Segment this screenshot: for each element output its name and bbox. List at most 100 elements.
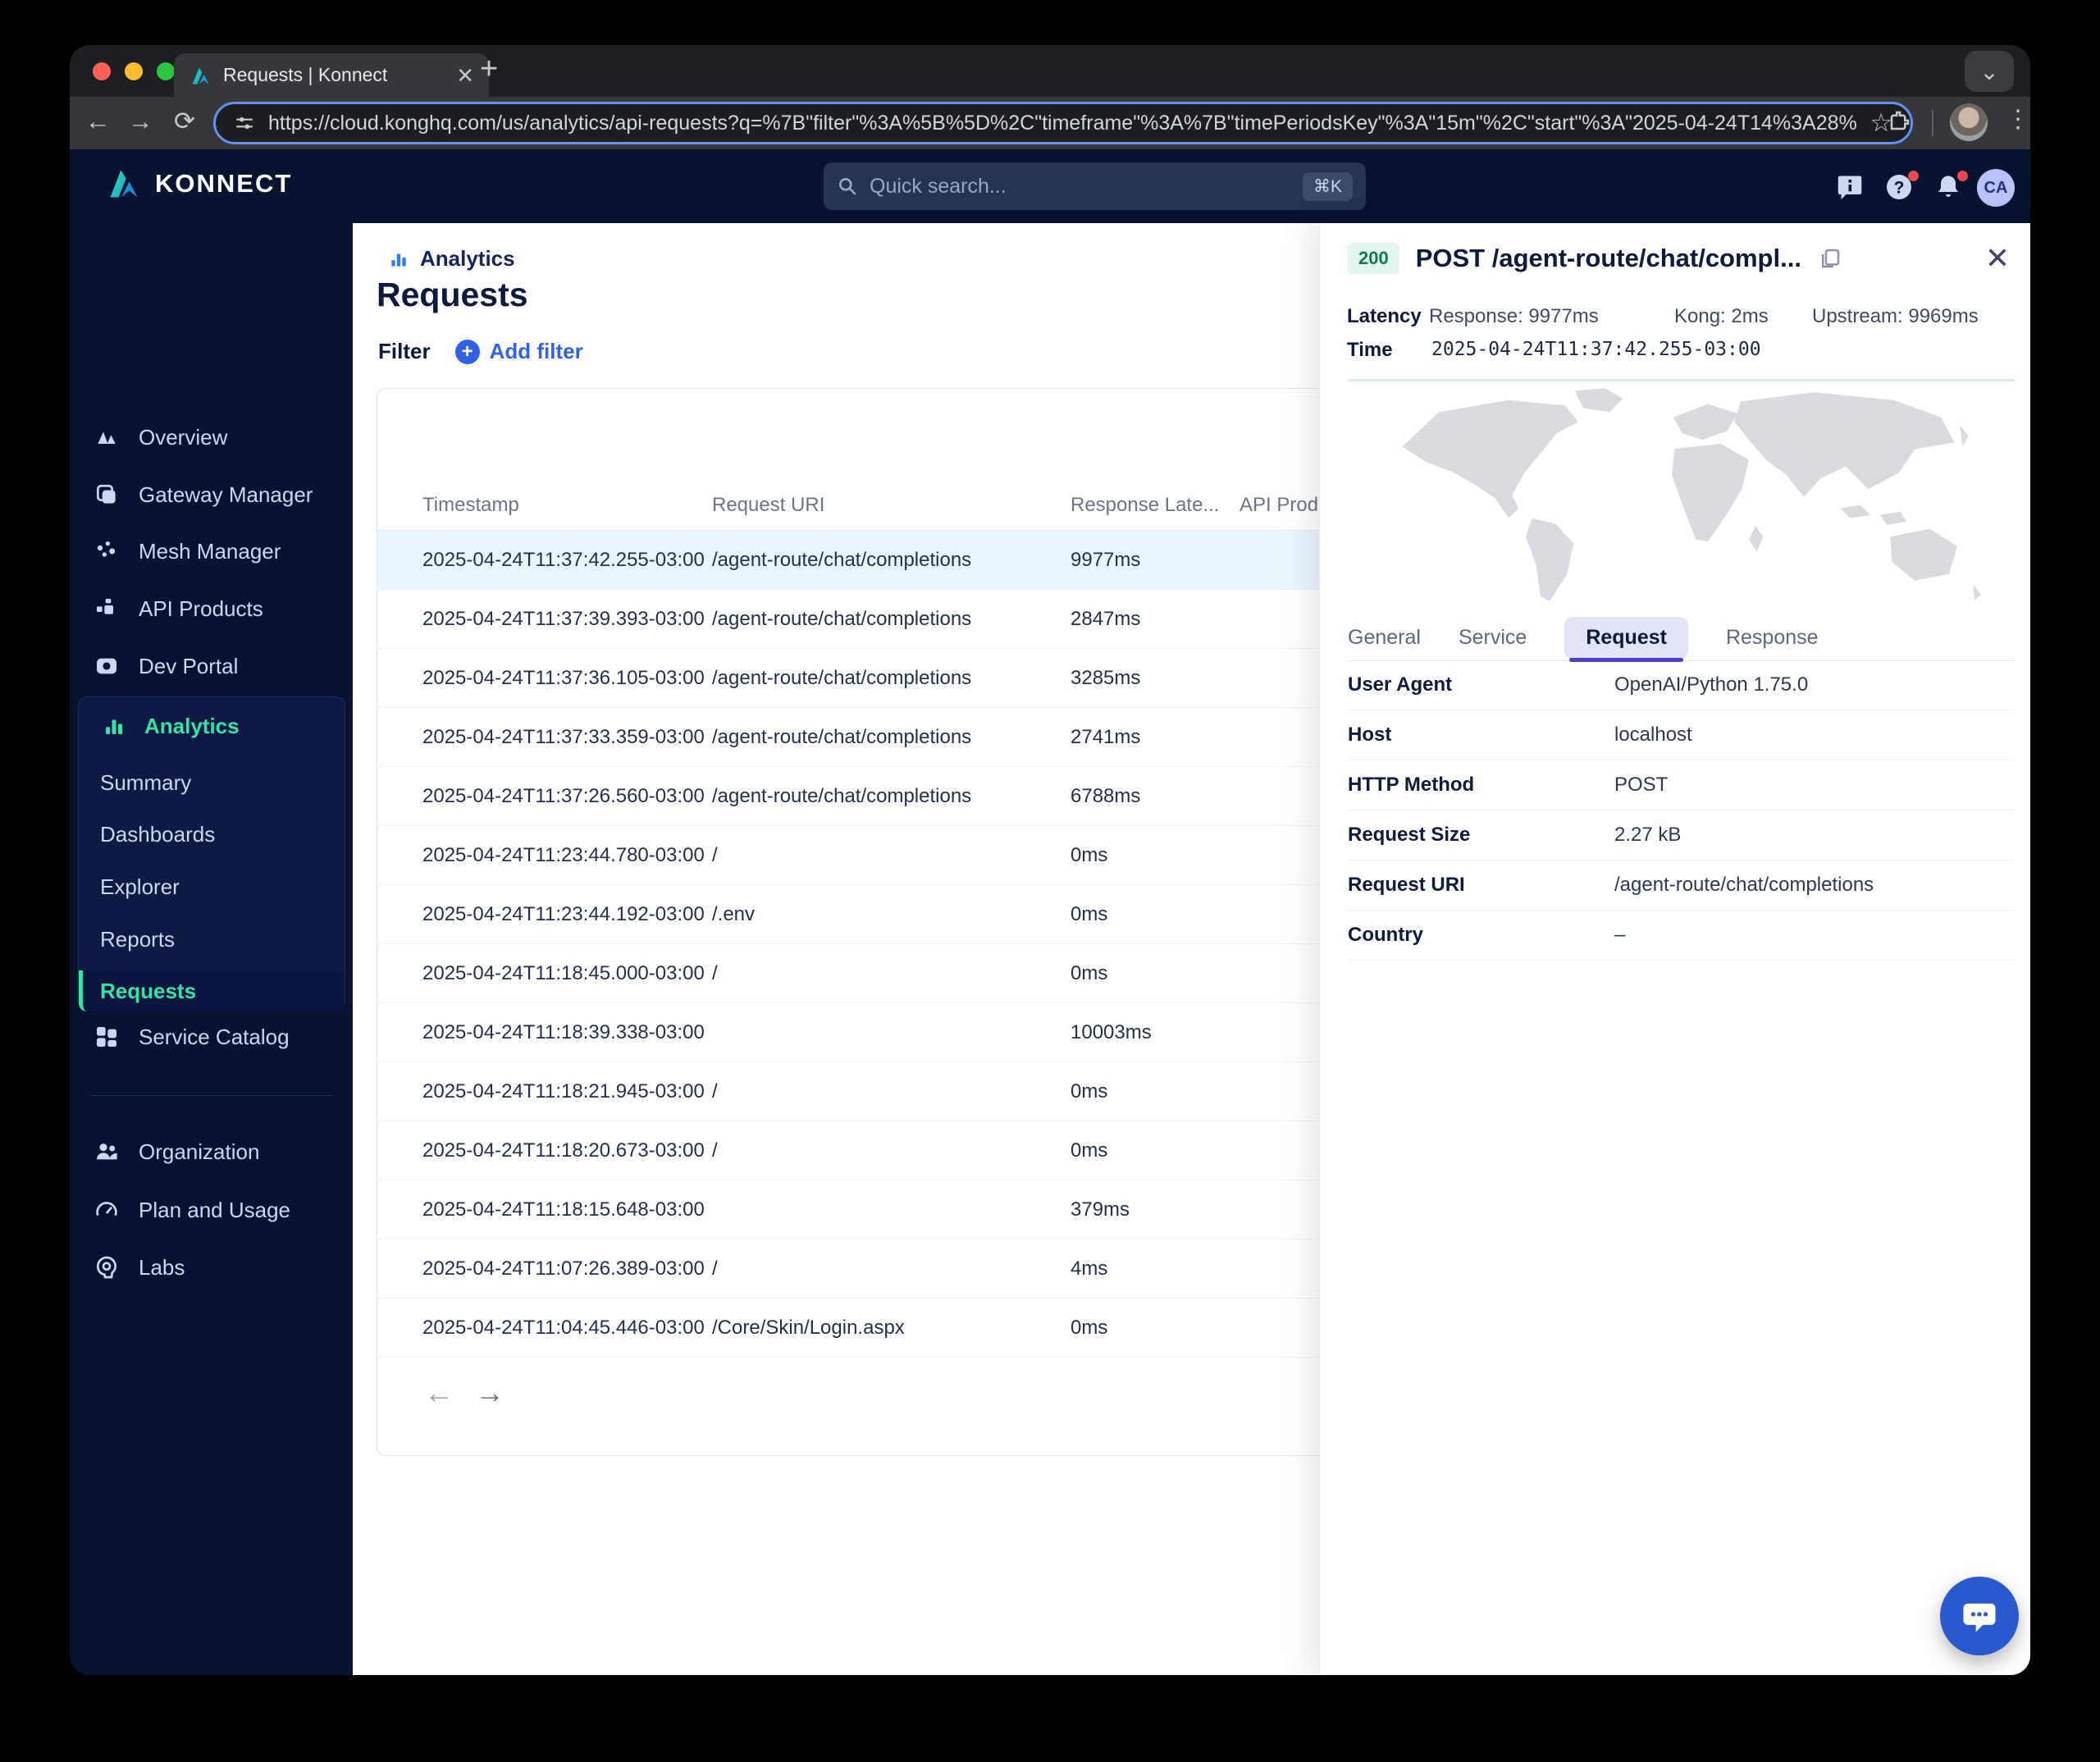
sidebar-item-gateway-manager[interactable]: Gateway Manager [91,476,346,514]
next-page-button[interactable]: → [475,1376,504,1409]
tab-search-button[interactable]: ⌄ [1965,51,2014,92]
close-window-button[interactable] [93,62,111,80]
table-row[interactable]: 2025-04-24T11:18:45.000-03:00 / 0ms [377,944,2002,1003]
table-row[interactable]: 2025-04-24T11:37:36.105-03:00 /agent-rou… [377,649,2002,708]
new-tab-button[interactable]: + [480,52,499,86]
field-value: 2.27 kB [1614,824,1682,846]
latency-upstream: Upstream: 9969ms [1812,305,1979,327]
panel-tab[interactable]: General [1348,626,1421,649]
detail-field-row: Host localhost [1348,710,2015,760]
sidebar-item-summary[interactable]: Summary [100,769,192,795]
cell-response-latency: 10003ms [1071,1020,1152,1043]
sidebar-analytics-group: Analytics Summary Dashboards Explorer Re… [78,696,345,1011]
sidebar-item-plan-and-usage[interactable]: Plan and Usage [91,1191,346,1229]
cell-response-latency: 0ms [1071,1139,1108,1162]
sidebar-item-dashboards[interactable]: Dashboards [100,821,216,847]
url-bar[interactable]: https://cloud.konghq.com/us/analytics/ap… [213,102,1913,144]
panel-tab[interactable]: Request [1564,617,1688,662]
cell-timestamp: 2025-04-24T11:37:39.393-03:00 [422,607,705,630]
filter-row: Filter + Add filter [378,339,583,364]
table-row[interactable]: 2025-04-24T11:18:39.338-03:00 10003ms [377,1003,2002,1062]
reload-button[interactable]: ⟳ [174,107,195,135]
tab-title: Requests | Konnect [223,64,388,85]
panel-tab[interactable]: Response [1725,626,1819,649]
table-row[interactable]: 2025-04-24T11:18:15.648-03:00 379ms [377,1180,2002,1239]
sidebar-item-labs[interactable]: Labs [91,1248,346,1286]
sidebar-item-requests[interactable]: Requests [79,970,345,1011]
cell-timestamp: 2025-04-24T11:04:45.446-03:00 [422,1316,705,1339]
table-row[interactable]: 2025-04-24T11:23:44.192-03:00 /.env 0ms [377,885,2002,944]
browser-tab[interactable]: Requests | Konnect ✕ [174,53,489,97]
browser-menu-icon[interactable]: ⋮ [2006,106,2030,133]
window-controls[interactable] [93,62,175,80]
plan-usage-icon [91,1197,122,1223]
cell-request-uri: / [712,1080,718,1102]
sidebar-item-dev-portal[interactable]: Dev Portal [91,647,346,685]
close-panel-icon[interactable]: ✕ [1984,241,2010,275]
breadcrumb[interactable]: Analytics [388,246,515,272]
previous-page-button[interactable]: ← [424,1376,454,1409]
field-value: – [1614,924,1626,946]
cell-timestamp: 2025-04-24T11:37:36.105-03:00 [422,666,705,689]
panel-tab[interactable]: Service [1458,626,1527,649]
sidebar-item-api-products[interactable]: API Products [91,590,346,628]
panel-title: POST /agent-route/chat/compl... [1415,244,1801,272]
table-row[interactable]: 2025-04-24T11:18:21.945-03:00 / 0ms [377,1062,2002,1121]
extensions-icon[interactable] [1888,108,1924,133]
sidebar-item-reports[interactable]: Reports [100,926,176,952]
copy-icon[interactable] [1818,246,1842,271]
search-placeholder: Quick search... [870,174,1007,198]
quick-search[interactable]: Quick search... ⌘K [824,162,1366,210]
field-label: HTTP Method [1348,774,1475,796]
cell-response-latency: 3285ms [1071,666,1141,689]
table-row[interactable]: 2025-04-24T11:18:20.673-03:00 / 0ms [377,1121,2002,1180]
site-settings-icon[interactable] [234,112,255,134]
browser-profile-avatar[interactable] [1950,103,1988,141]
cell-timestamp: 2025-04-24T11:23:44.192-03:00 [422,902,705,925]
back-button[interactable]: ← [84,107,111,135]
detail-field-row: Request Size 2.27 kB [1348,810,2015,860]
zoom-window-button[interactable] [157,62,175,80]
cell-timestamp: 2025-04-24T11:37:26.560-03:00 [422,784,705,807]
latency-kong: Kong: 2ms [1674,305,1769,327]
feedback-icon[interactable] [1835,172,1868,205]
minimize-window-button[interactable] [125,62,143,80]
forward-button[interactable]: → [127,107,153,135]
request-detail-panel: 200 POST /agent-route/chat/compl... ✕ La… [1319,223,2030,1675]
sidebar-item-mesh-manager[interactable]: Mesh Manager [91,532,346,570]
field-value: OpenAI/Python 1.75.0 [1614,673,1809,696]
table-row[interactable]: 2025-04-24T11:07:26.389-03:00 / 4ms [377,1239,2002,1299]
add-filter-button[interactable]: + Add filter [454,339,583,364]
notifications-bell-icon[interactable] [1933,171,1968,205]
user-avatar[interactable]: CA [1977,169,2015,207]
table-row[interactable]: 2025-04-24T11:23:44.780-03:00 / 0ms [377,826,2002,885]
detail-field-row: Request URI /agent-route/chat/completion… [1348,860,2015,911]
sidebar-item-organization[interactable]: Organization [91,1133,346,1171]
table-row[interactable]: 2025-04-24T11:37:26.560-03:00 /agent-rou… [377,767,2002,826]
dev-portal-icon [91,653,122,679]
browser-toolbar: ← → ⟳ https://cloud.konghq.com/us/analyt… [70,97,2030,149]
status-badge: 200 [1348,243,1399,274]
cell-timestamp: 2025-04-24T11:23:44.780-03:00 [422,843,705,866]
bookmark-star-icon[interactable]: ☆ [1869,108,1892,137]
detail-field-row: HTTP Method POST [1348,760,2015,810]
table-row[interactable]: 2025-04-24T11:37:39.393-03:00 /agent-rou… [377,590,2002,649]
table-row[interactable]: 2025-04-24T11:04:45.446-03:00 /Core/Skin… [377,1299,2002,1358]
sidebar-item-analytics[interactable]: Analytics [98,707,240,745]
cell-timestamp: 2025-04-24T11:18:15.648-03:00 [422,1198,705,1221]
tab-close-icon[interactable]: ✕ [456,62,474,88]
sidebar-item-explorer[interactable]: Explorer [100,874,180,899]
overview-icon [91,424,122,450]
table-row[interactable]: 2025-04-24T11:37:33.359-03:00 /agent-rou… [377,708,2002,767]
cell-timestamp: 2025-04-24T11:37:42.255-03:00 [422,548,705,571]
cell-response-latency: 2741ms [1071,725,1141,748]
labs-icon [91,1254,122,1280]
cell-request-uri: /agent-route/chat/completions [712,607,972,630]
analytics-breadcrumb-icon [388,249,409,270]
sidebar-item-overview[interactable]: Overview [91,418,346,456]
plus-icon: + [454,339,480,364]
help-icon[interactable]: ? [1884,171,1919,205]
konnect-logo[interactable]: KONNECT [106,166,292,202]
support-chat-button[interactable] [1940,1577,2019,1655]
sidebar-item-service-catalog[interactable]: Service Catalog [91,1018,346,1056]
